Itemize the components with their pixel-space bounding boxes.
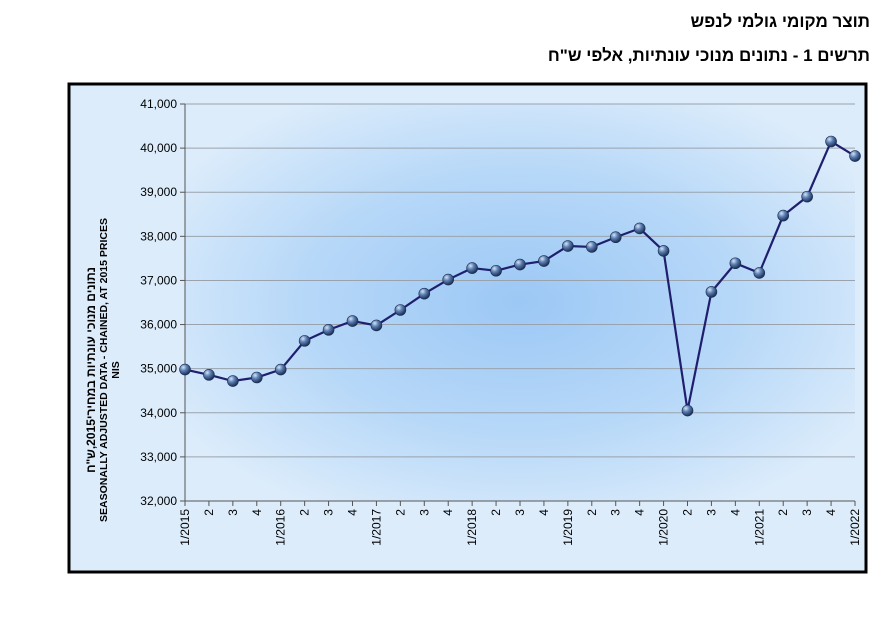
y-tick-label: 38,000 <box>140 229 177 243</box>
series-line <box>179 135 861 417</box>
data-point <box>633 222 646 235</box>
y-tick-label: 32,000 <box>140 494 177 508</box>
data-point <box>514 258 526 271</box>
data-point <box>681 404 694 417</box>
y-tick-label: 41,000 <box>140 97 177 111</box>
x-tick-label: 1/2021 <box>752 509 766 546</box>
data-point <box>322 324 335 336</box>
data-point <box>585 241 598 253</box>
data-point <box>370 319 383 332</box>
data-point <box>203 369 215 381</box>
x-tick-label: 3 <box>609 509 623 516</box>
data-point <box>562 240 574 252</box>
x-tick-label: 4 <box>633 509 647 516</box>
data-point <box>801 190 813 203</box>
data-point <box>538 255 550 267</box>
x-tick-label: 1/2020 <box>657 509 671 546</box>
x-tick-label: 2 <box>681 509 695 516</box>
data-point <box>825 135 837 148</box>
x-tick-label: 1/2022 <box>848 509 862 546</box>
x-tick-label: 2 <box>585 509 599 516</box>
x-tick-label: 4 <box>537 509 551 516</box>
chart-subtitle: תרשים 1 - נתונים מנוכי עונתיות, אלפי ש"ח <box>547 46 870 65</box>
x-tick-label: 4 <box>728 509 742 516</box>
x-tick-label: 2 <box>776 509 790 516</box>
x-tick-label: 3 <box>417 509 431 516</box>
x-tick-label: 1/2015 <box>178 509 192 546</box>
x-axis: 1/2015 2 3 4 1/2016 2 3 4 1/2017 2 3 4 1/2018 2 3 4 1/20… <box>178 500 862 546</box>
y-tick-label: 35,000 <box>140 362 177 376</box>
x-tick-label: 1/2017 <box>369 509 383 546</box>
data-point <box>609 231 622 244</box>
y-axis-label: נתונים מנוכי עונתיות במחירי2015,ש"ח SEASO… <box>84 218 122 522</box>
data-point <box>729 257 742 270</box>
y-tick-label: 34,000 <box>140 406 177 420</box>
x-tick-label: 3 <box>704 509 718 516</box>
y-axis-label-line: SEASONALLY ADJUSTED DATA - CHAINED, AT 2… <box>98 218 110 522</box>
y-tick-label: 36,000 <box>140 318 177 332</box>
data-point <box>418 287 431 300</box>
x-tick-label: 4 <box>250 509 264 516</box>
y-tick-label: 37,000 <box>140 273 177 287</box>
data-point <box>346 315 359 327</box>
data-point <box>753 267 766 279</box>
data-point <box>490 264 502 277</box>
y-axis: 32,000 33,000 34,000 35,000 36,000 37,000 38,0… <box>140 97 186 508</box>
data-point <box>777 209 790 222</box>
data-point <box>442 273 455 286</box>
data-point <box>466 262 478 274</box>
x-tick-label: 1/2018 <box>465 509 479 546</box>
data-point <box>657 245 670 257</box>
y-axis-label-line: נתונים מנוכי עונתיות במחירי2015,ש"ח <box>84 267 98 473</box>
data-point <box>849 150 861 162</box>
x-tick-label: 2 <box>202 509 216 516</box>
x-tick-label: 1/2019 <box>561 509 575 546</box>
data-point <box>394 304 407 316</box>
x-tick-label: 3 <box>322 509 336 516</box>
data-point <box>705 286 718 298</box>
plot-area <box>185 104 855 501</box>
y-tick-label: 39,000 <box>140 185 177 199</box>
x-tick-label: 2 <box>393 509 407 516</box>
data-point <box>274 363 287 376</box>
x-tick-label: 2 <box>489 509 503 516</box>
y-axis-label-line: NIS <box>110 361 122 379</box>
x-tick-label: 4 <box>824 509 838 516</box>
x-tick-label: 3 <box>226 509 240 516</box>
x-tick-label: 1/2016 <box>274 509 288 546</box>
data-point <box>227 375 239 387</box>
data-point <box>298 335 311 347</box>
y-tick-label: 40,000 <box>140 141 177 155</box>
data-point <box>250 371 263 384</box>
x-tick-label: 4 <box>441 509 455 516</box>
chart-title: תוצר מקומי גולמי לנפש <box>690 12 871 31</box>
grid-lines <box>185 103 855 458</box>
x-tick-label: 2 <box>298 509 312 516</box>
x-tick-label: 3 <box>513 509 527 516</box>
y-tick-label: 33,000 <box>140 450 177 464</box>
x-tick-label: 3 <box>800 509 814 516</box>
data-point <box>179 363 191 376</box>
x-tick-label: 4 <box>346 509 360 516</box>
